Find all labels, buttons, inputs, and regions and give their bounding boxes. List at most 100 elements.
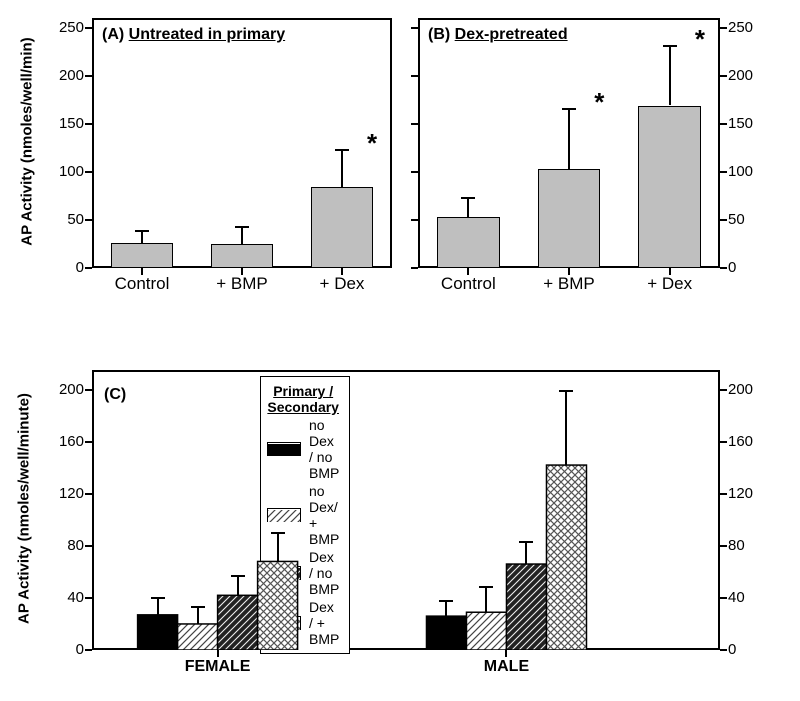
- errorbar-cap: [461, 197, 475, 199]
- bar: [638, 106, 700, 269]
- panel-a-ylabel: AP Activity (nmoles/well/min): [19, 17, 36, 267]
- ytick: [720, 75, 727, 77]
- errorbar: [445, 601, 447, 617]
- errorbar: [241, 227, 243, 244]
- bar: [178, 624, 218, 650]
- errorbar: [141, 231, 143, 244]
- xtick: [467, 268, 469, 275]
- errorbar: [669, 46, 671, 106]
- bar: [506, 564, 546, 650]
- errorbar-cap: [151, 597, 165, 599]
- ytick-label-right: 0: [728, 259, 772, 276]
- xtick-label: + Dex: [620, 274, 720, 294]
- xtick-label: + Dex: [292, 274, 392, 294]
- bar: [211, 244, 273, 268]
- errorbar-cap: [439, 600, 453, 602]
- sig-mark: *: [695, 24, 705, 55]
- ytick-label-right: 100: [728, 163, 772, 180]
- bar: [138, 615, 178, 650]
- errorbar-cap: [479, 586, 493, 588]
- bar: [538, 169, 600, 268]
- errorbar-cap: [191, 606, 205, 608]
- xtick: [669, 268, 671, 275]
- ytick-label: 160: [40, 433, 84, 450]
- ytick-label: 100: [40, 163, 84, 180]
- ytick-label-right: 40: [728, 589, 772, 606]
- ytick: [411, 171, 418, 173]
- panel-c-ylabel: AP Activity (nmoles/well/minute): [16, 369, 33, 649]
- errorbar-cap: [135, 230, 149, 232]
- bar: [546, 465, 586, 650]
- ytick: [720, 597, 727, 599]
- ytick-label: 200: [40, 67, 84, 84]
- ytick: [85, 597, 92, 599]
- xtick-label: Control: [92, 274, 192, 294]
- ytick: [85, 219, 92, 221]
- ytick: [720, 171, 727, 173]
- xtick: [505, 650, 507, 657]
- ytick-label-right: 160: [728, 433, 772, 450]
- ytick: [85, 441, 92, 443]
- xtick: [217, 650, 219, 657]
- panel-a-title-under: Untreated in primary: [129, 26, 285, 43]
- ytick: [720, 493, 727, 495]
- ytick-label-right: 150: [728, 115, 772, 132]
- sig-mark: *: [367, 128, 377, 159]
- ytick: [720, 389, 727, 391]
- ytick-label: 0: [40, 641, 84, 658]
- panel-c-bars: [92, 370, 720, 650]
- bar: [111, 243, 173, 268]
- ytick: [85, 27, 92, 29]
- panel-b-title-under: Dex-pretreated: [455, 26, 568, 43]
- errorbar: [485, 587, 487, 612]
- errorbar-cap: [231, 575, 245, 577]
- xtick-label: Control: [418, 274, 518, 294]
- ytick: [411, 27, 418, 29]
- panel-b-title-prefix: (B): [428, 26, 455, 43]
- ytick: [720, 267, 727, 269]
- errorbar: [341, 150, 343, 188]
- errorbar: [237, 576, 239, 596]
- ytick-label-right: 200: [728, 67, 772, 84]
- bar: [218, 595, 258, 650]
- group-label: FEMALE: [148, 658, 288, 676]
- errorbar-cap: [519, 541, 533, 543]
- bar: [426, 616, 466, 650]
- errorbar: [565, 391, 567, 465]
- bar: [258, 561, 298, 650]
- ytick-label-right: 50: [728, 211, 772, 228]
- panel-b-title: (B) Dex-pretreated: [428, 26, 568, 44]
- errorbar-cap: [235, 226, 249, 228]
- xtick: [568, 268, 570, 275]
- ytick-label: 250: [40, 19, 84, 36]
- group-label: MALE: [436, 658, 576, 676]
- errorbar-cap: [559, 390, 573, 392]
- ytick-label: 200: [40, 381, 84, 398]
- ytick: [85, 389, 92, 391]
- ytick: [411, 267, 418, 269]
- ytick: [720, 441, 727, 443]
- ytick: [411, 75, 418, 77]
- bar: [466, 612, 506, 650]
- ytick: [85, 123, 92, 125]
- errorbar: [568, 109, 570, 169]
- ytick: [720, 219, 727, 221]
- ytick: [720, 123, 727, 125]
- errorbar-cap: [271, 532, 285, 534]
- xtick-label: + BMP: [519, 274, 619, 294]
- errorbar-cap: [663, 45, 677, 47]
- ytick: [85, 267, 92, 269]
- ytick-label-right: 80: [728, 537, 772, 554]
- ytick: [720, 27, 727, 29]
- panel-a-title-prefix: (A): [102, 26, 129, 43]
- ytick: [85, 649, 92, 651]
- ytick: [85, 493, 92, 495]
- errorbar-cap: [335, 149, 349, 151]
- errorbar: [157, 598, 159, 615]
- ytick: [85, 75, 92, 77]
- errorbar: [277, 533, 279, 562]
- xtick: [241, 268, 243, 275]
- ytick: [720, 545, 727, 547]
- panel-a-title: (A) Untreated in primary: [102, 26, 285, 44]
- bar: [311, 187, 373, 268]
